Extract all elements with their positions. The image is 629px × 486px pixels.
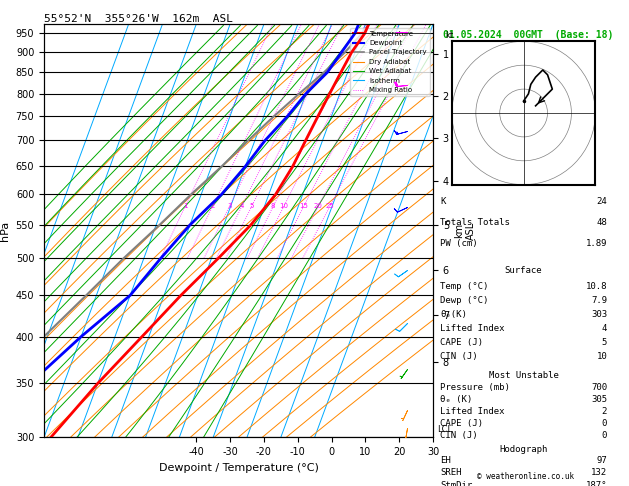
Text: 4: 4: [240, 203, 244, 209]
Text: Temp (°C): Temp (°C): [440, 282, 489, 292]
Text: Lifted Index: Lifted Index: [440, 407, 504, 416]
Legend: Temperature, Dewpoint, Parcel Trajectory, Dry Adiabat, Wet Adiabat, Isotherm, Mi: Temperature, Dewpoint, Parcel Trajectory…: [350, 28, 430, 96]
Text: 10: 10: [279, 203, 288, 209]
Text: EH: EH: [440, 455, 451, 465]
Text: 01.05.2024  00GMT  (Base: 18): 01.05.2024 00GMT (Base: 18): [443, 31, 613, 40]
Text: 55°52'N  355°26'W  162m  ASL: 55°52'N 355°26'W 162m ASL: [44, 14, 233, 23]
Text: 700: 700: [591, 383, 607, 392]
Text: Most Unstable: Most Unstable: [489, 371, 559, 380]
Text: © weatheronline.co.uk: © weatheronline.co.uk: [477, 472, 574, 481]
Text: Surface: Surface: [505, 266, 542, 275]
Text: Lifted Index: Lifted Index: [440, 324, 504, 333]
Text: Dewp (°C): Dewp (°C): [440, 296, 489, 305]
Text: Totals Totals: Totals Totals: [440, 218, 510, 227]
Text: 1: 1: [183, 203, 187, 209]
Y-axis label: km
ASL: km ASL: [455, 222, 476, 240]
Text: 305: 305: [591, 395, 607, 404]
X-axis label: Dewpoint / Temperature (°C): Dewpoint / Temperature (°C): [159, 463, 318, 473]
Text: CAPE (J): CAPE (J): [440, 419, 483, 428]
Text: SREH: SREH: [440, 469, 462, 477]
Text: 2: 2: [602, 407, 607, 416]
Text: 0: 0: [602, 419, 607, 428]
Y-axis label: hPa: hPa: [0, 221, 10, 241]
Text: LCL: LCL: [437, 425, 452, 434]
Text: 0: 0: [602, 432, 607, 440]
Text: 24: 24: [596, 197, 607, 206]
Text: CIN (J): CIN (J): [440, 352, 478, 361]
Text: θₑ (K): θₑ (K): [440, 395, 472, 404]
Text: Pressure (mb): Pressure (mb): [440, 383, 510, 392]
Text: PW (cm): PW (cm): [440, 239, 478, 248]
Text: 10: 10: [596, 352, 607, 361]
Text: 1.89: 1.89: [586, 239, 607, 248]
Text: 7.9: 7.9: [591, 296, 607, 305]
Text: 20: 20: [314, 203, 323, 209]
Text: CAPE (J): CAPE (J): [440, 338, 483, 347]
Text: 187°: 187°: [586, 481, 607, 486]
Text: kt: kt: [445, 32, 453, 40]
Text: Hodograph: Hodograph: [499, 445, 548, 454]
Text: 303: 303: [591, 310, 607, 319]
Text: 3: 3: [227, 203, 231, 209]
Text: 132: 132: [591, 469, 607, 477]
Text: 5: 5: [602, 338, 607, 347]
Text: CIN (J): CIN (J): [440, 432, 478, 440]
Text: 97: 97: [596, 455, 607, 465]
Text: K: K: [440, 197, 445, 206]
Text: 8: 8: [271, 203, 276, 209]
Text: StmDir: StmDir: [440, 481, 472, 486]
Text: 15: 15: [299, 203, 308, 209]
Text: 4: 4: [602, 324, 607, 333]
Text: 10.8: 10.8: [586, 282, 607, 292]
Text: θₑ(K): θₑ(K): [440, 310, 467, 319]
Text: 25: 25: [325, 203, 334, 209]
Text: 48: 48: [596, 218, 607, 227]
Text: 2: 2: [210, 203, 214, 209]
Text: 5: 5: [250, 203, 254, 209]
